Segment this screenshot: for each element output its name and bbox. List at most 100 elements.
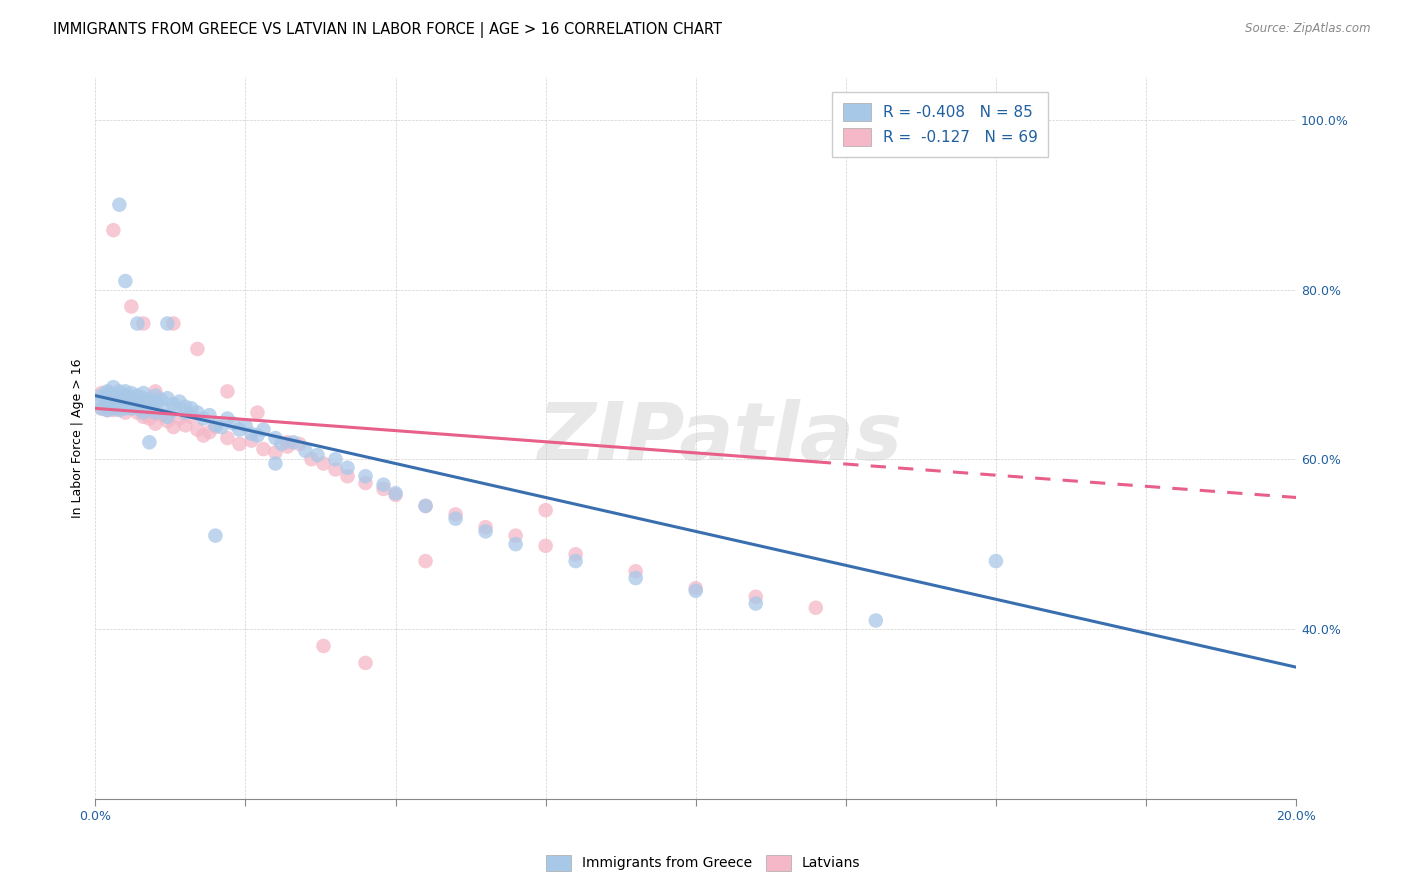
Point bbox=[235, 418, 257, 433]
Point bbox=[108, 384, 131, 399]
Point bbox=[108, 397, 131, 411]
Point bbox=[156, 409, 179, 424]
Point bbox=[120, 401, 142, 416]
Point bbox=[193, 428, 215, 442]
Point bbox=[145, 384, 167, 399]
Point bbox=[474, 520, 496, 534]
Point bbox=[132, 397, 155, 411]
Point bbox=[114, 274, 136, 288]
Text: Source: ZipAtlas.com: Source: ZipAtlas.com bbox=[1246, 22, 1371, 36]
Point bbox=[301, 452, 323, 467]
Point bbox=[108, 401, 131, 416]
Y-axis label: In Labor Force | Age > 16: In Labor Force | Age > 16 bbox=[72, 359, 84, 518]
Point bbox=[162, 420, 184, 434]
Point bbox=[145, 389, 167, 403]
Point bbox=[186, 406, 208, 420]
Point bbox=[564, 554, 586, 568]
Point bbox=[252, 442, 274, 456]
Point bbox=[132, 406, 155, 420]
Point bbox=[204, 418, 226, 433]
Point bbox=[127, 394, 149, 409]
Point bbox=[103, 392, 125, 407]
Point bbox=[138, 401, 160, 416]
Point bbox=[264, 457, 287, 471]
Point bbox=[150, 392, 173, 407]
Point bbox=[373, 482, 395, 496]
Point bbox=[217, 384, 239, 399]
Point bbox=[132, 386, 155, 401]
Point bbox=[336, 460, 359, 475]
Point bbox=[240, 434, 263, 448]
Point bbox=[114, 406, 136, 420]
Point bbox=[180, 401, 202, 416]
Point bbox=[114, 401, 136, 416]
Text: IMMIGRANTS FROM GREECE VS LATVIAN IN LABOR FORCE | AGE > 16 CORRELATION CHART: IMMIGRANTS FROM GREECE VS LATVIAN IN LAB… bbox=[53, 22, 723, 38]
Point bbox=[138, 392, 160, 407]
Point bbox=[96, 391, 118, 405]
Point bbox=[294, 443, 316, 458]
Point bbox=[217, 411, 239, 425]
Point bbox=[415, 554, 437, 568]
Point bbox=[283, 435, 305, 450]
Point bbox=[103, 389, 125, 403]
Point bbox=[624, 564, 647, 578]
Point bbox=[505, 528, 527, 542]
Point bbox=[145, 394, 167, 409]
Point bbox=[204, 420, 226, 434]
Point bbox=[222, 417, 245, 431]
Point bbox=[90, 392, 112, 407]
Point bbox=[325, 462, 347, 476]
Point bbox=[276, 435, 298, 450]
Point bbox=[145, 417, 167, 431]
Point bbox=[162, 403, 184, 417]
Point bbox=[288, 437, 311, 451]
Point bbox=[169, 411, 191, 425]
Point bbox=[162, 397, 184, 411]
Point bbox=[120, 391, 142, 405]
Point bbox=[246, 406, 269, 420]
Point bbox=[984, 554, 1007, 568]
Point bbox=[228, 423, 250, 437]
Point bbox=[138, 401, 160, 416]
Point bbox=[186, 423, 208, 437]
Point bbox=[114, 389, 136, 403]
Point bbox=[325, 452, 347, 467]
Point bbox=[204, 528, 226, 542]
Point bbox=[240, 426, 263, 441]
Point bbox=[444, 511, 467, 525]
Point bbox=[120, 401, 142, 416]
Point bbox=[90, 401, 112, 416]
Point bbox=[685, 581, 707, 595]
Legend: Immigrants from Greece, Latvians: Immigrants from Greece, Latvians bbox=[540, 849, 866, 876]
Point bbox=[114, 392, 136, 407]
Point bbox=[198, 408, 221, 422]
Point bbox=[384, 486, 406, 500]
Point bbox=[96, 403, 118, 417]
Point bbox=[114, 389, 136, 403]
Point bbox=[103, 401, 125, 416]
Point bbox=[96, 384, 118, 399]
Point bbox=[120, 391, 142, 405]
Point bbox=[108, 392, 131, 407]
Point bbox=[198, 425, 221, 439]
Point bbox=[384, 488, 406, 502]
Point bbox=[745, 597, 768, 611]
Legend: R = -0.408   N = 85, R =  -0.127   N = 69: R = -0.408 N = 85, R = -0.127 N = 69 bbox=[832, 92, 1049, 157]
Point bbox=[132, 317, 155, 331]
Point bbox=[127, 394, 149, 409]
Point bbox=[354, 469, 377, 483]
Point bbox=[312, 457, 335, 471]
Point bbox=[564, 547, 586, 561]
Point bbox=[103, 394, 125, 409]
Point bbox=[120, 397, 142, 411]
Point bbox=[127, 406, 149, 420]
Point bbox=[186, 342, 208, 356]
Point bbox=[354, 476, 377, 491]
Point bbox=[156, 414, 179, 428]
Point bbox=[156, 391, 179, 405]
Point bbox=[415, 499, 437, 513]
Point bbox=[624, 571, 647, 585]
Point bbox=[150, 401, 173, 416]
Point bbox=[336, 469, 359, 483]
Text: ZIPatlas: ZIPatlas bbox=[537, 399, 903, 477]
